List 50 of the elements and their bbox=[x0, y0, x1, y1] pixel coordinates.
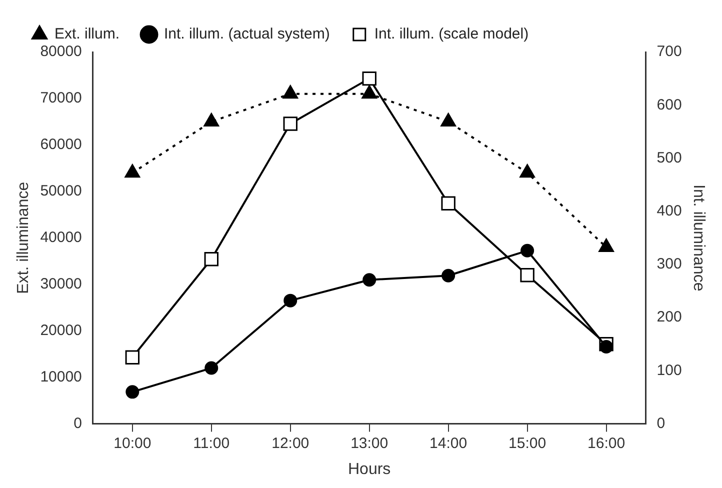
y-tick-label: 0 bbox=[74, 414, 82, 432]
x-tick-label: 12:00 bbox=[272, 434, 310, 452]
point bbox=[362, 273, 376, 287]
point bbox=[283, 116, 298, 131]
x-tick-label: 11:00 bbox=[193, 434, 230, 452]
point bbox=[442, 268, 456, 282]
y2-tick-label: 200 bbox=[656, 308, 682, 326]
x-axis-title: Hours bbox=[348, 460, 391, 478]
point bbox=[282, 85, 298, 99]
y-tick-label: 80000 bbox=[40, 43, 82, 60]
legend-label: Ext. illum. bbox=[54, 26, 120, 43]
y2-tick-label: 300 bbox=[656, 256, 682, 273]
x-tick-label: 13:00 bbox=[350, 434, 388, 452]
point bbox=[600, 340, 614, 354]
point bbox=[204, 252, 218, 266]
point bbox=[284, 294, 298, 308]
y2-tick-label: 400 bbox=[656, 202, 682, 220]
point bbox=[441, 196, 456, 210]
y-tick-label: 10000 bbox=[40, 368, 82, 386]
y2-tick-label: 0 bbox=[656, 414, 666, 432]
y-axis-title: Ext. illuminance bbox=[15, 182, 32, 294]
y2-tick-label: 600 bbox=[656, 96, 682, 114]
y-tick-label: 50000 bbox=[40, 182, 82, 200]
legend-label: Int. illum. (actual system) bbox=[164, 26, 330, 43]
point bbox=[520, 164, 535, 178]
point bbox=[124, 164, 140, 178]
y2-tick-label: 100 bbox=[656, 362, 682, 379]
legend-label: Int. illum. (scale model) bbox=[374, 26, 529, 43]
y2-tick-label: 500 bbox=[656, 149, 682, 166]
point bbox=[204, 112, 220, 126]
y-tick-label: 70000 bbox=[40, 90, 82, 107]
y-tick-label: 30000 bbox=[40, 276, 82, 293]
y-tick-label: 40000 bbox=[40, 229, 82, 246]
y2-axis-title: Int. illuminance bbox=[690, 184, 707, 292]
x-tick-label: 14:00 bbox=[430, 434, 468, 452]
point bbox=[125, 350, 140, 365]
point bbox=[362, 85, 378, 99]
y-tick-label: 20000 bbox=[40, 322, 82, 339]
y2-tick-label: 700 bbox=[656, 43, 682, 60]
point bbox=[520, 244, 534, 258]
point bbox=[520, 268, 534, 282]
point bbox=[598, 238, 614, 252]
y-tick-label: 60000 bbox=[40, 136, 82, 154]
point bbox=[126, 385, 140, 399]
point bbox=[362, 71, 376, 86]
point bbox=[440, 112, 456, 126]
point bbox=[204, 361, 218, 375]
x-tick-label: 16:00 bbox=[588, 434, 626, 452]
x-tick-label: 15:00 bbox=[508, 434, 546, 452]
x-tick-label: 10:00 bbox=[114, 434, 152, 452]
